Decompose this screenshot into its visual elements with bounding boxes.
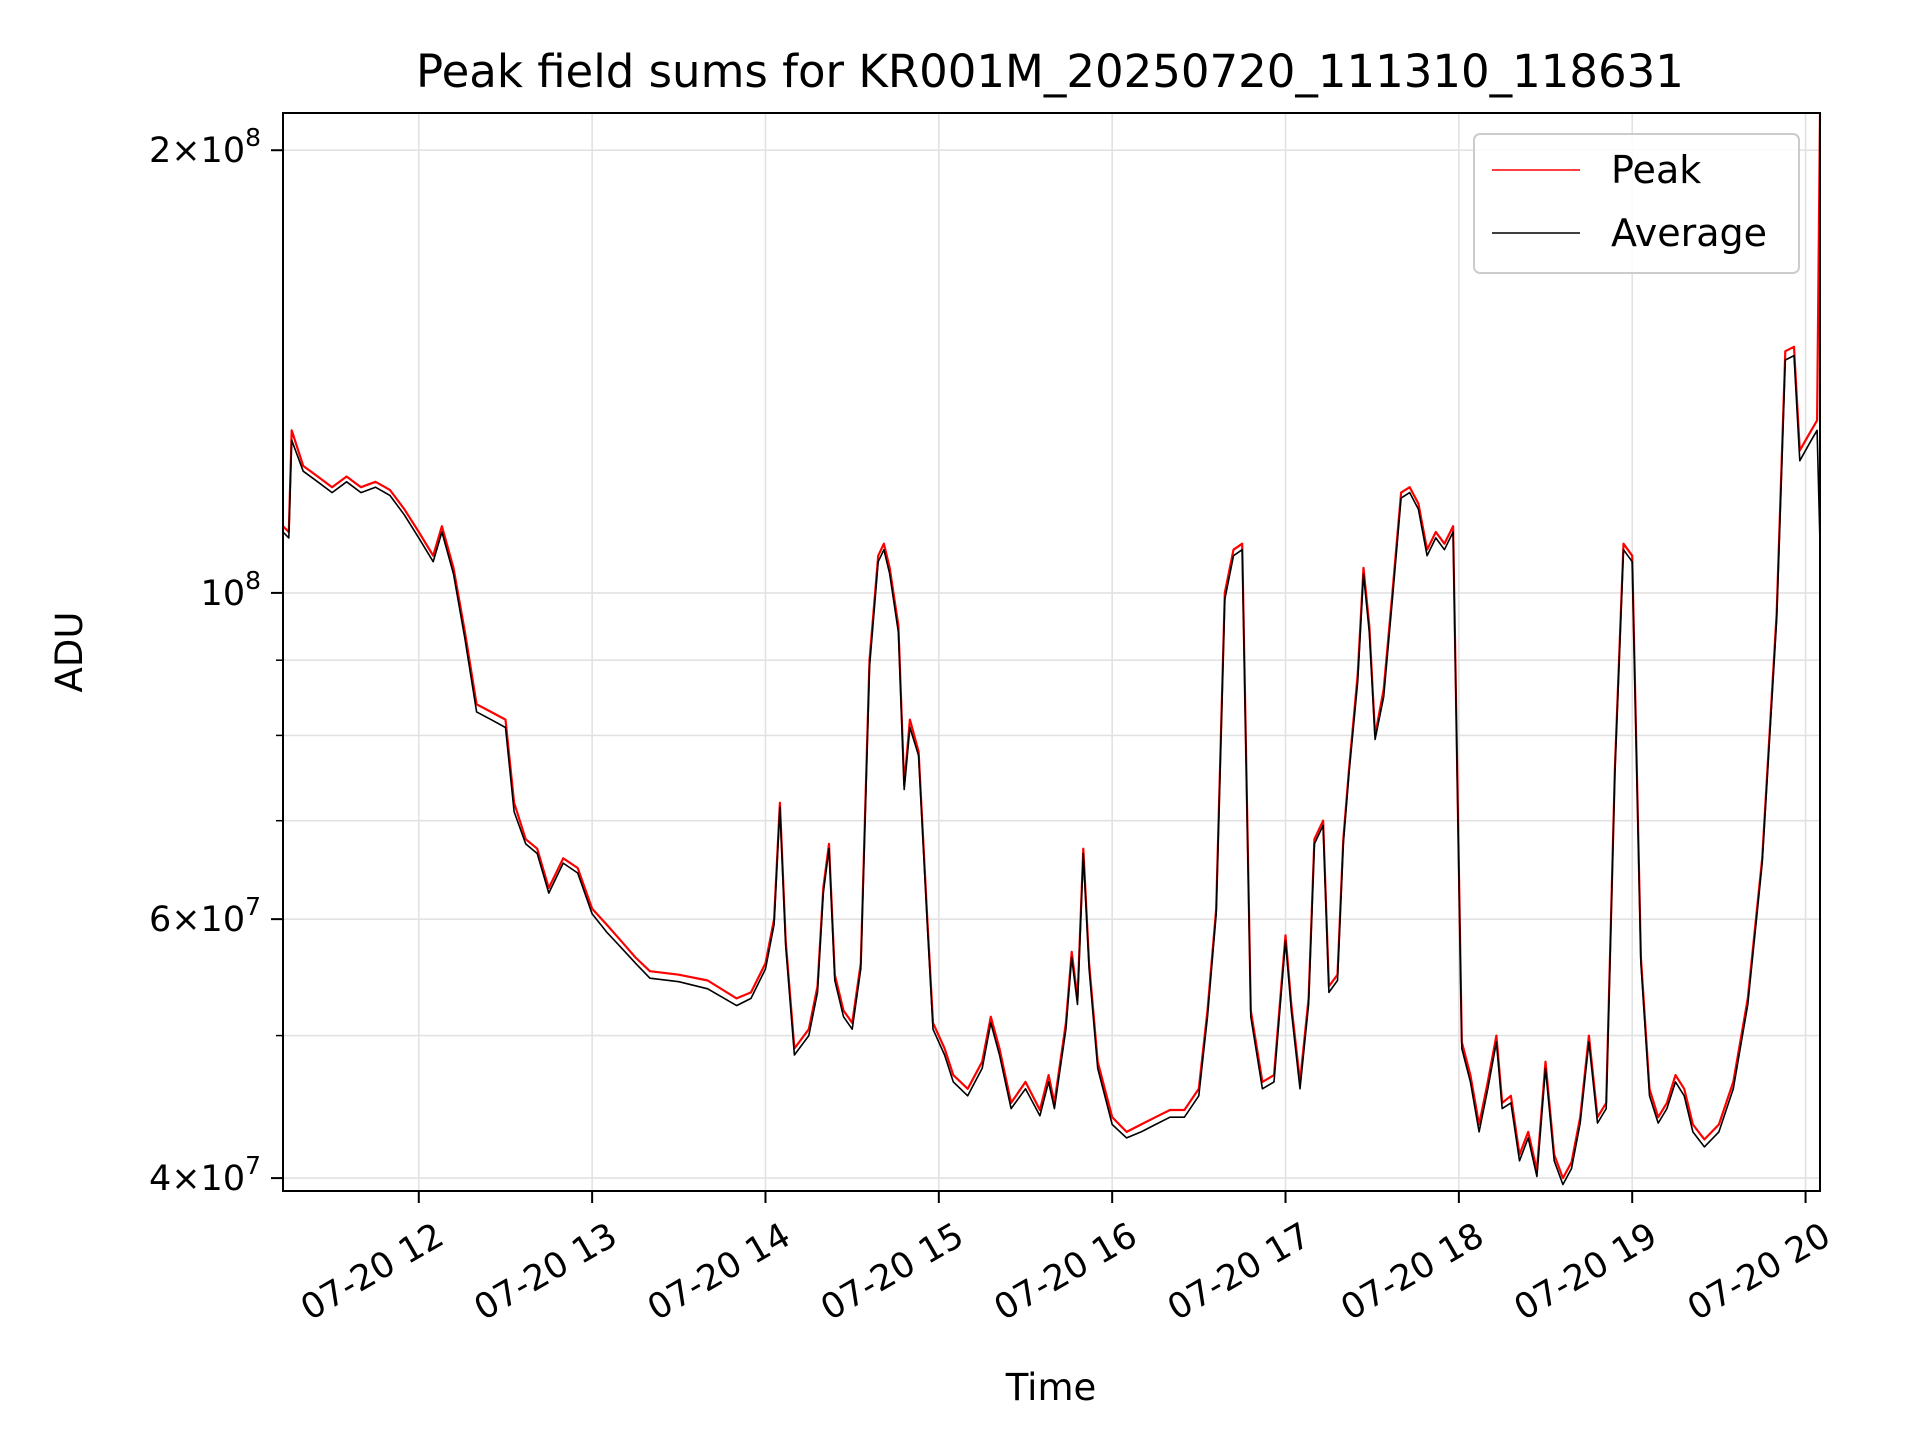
legend-label-average: Average: [1611, 211, 1767, 255]
legend-label-peak: Peak: [1611, 148, 1701, 192]
chart-title: Peak field sums for KR001M_20250720_1113…: [416, 45, 1684, 98]
plot-frame: [282, 112, 1821, 1192]
y-tick-label: 6×107: [149, 892, 261, 940]
series-layer: [282, 112, 1822, 1186]
y-tick-label: 4×107: [149, 1151, 261, 1199]
y-tick-label: 108: [201, 566, 261, 614]
y-tick-label: 2×108: [149, 123, 261, 171]
series-line-average: [282, 354, 1821, 1186]
legend: Peak Average: [1473, 133, 1800, 274]
y-axis-label: ADU: [48, 612, 91, 693]
legend-frame: [1473, 133, 1800, 274]
series-line-peak: [282, 112, 1822, 1180]
x-axis-label: Time: [1005, 1366, 1097, 1409]
